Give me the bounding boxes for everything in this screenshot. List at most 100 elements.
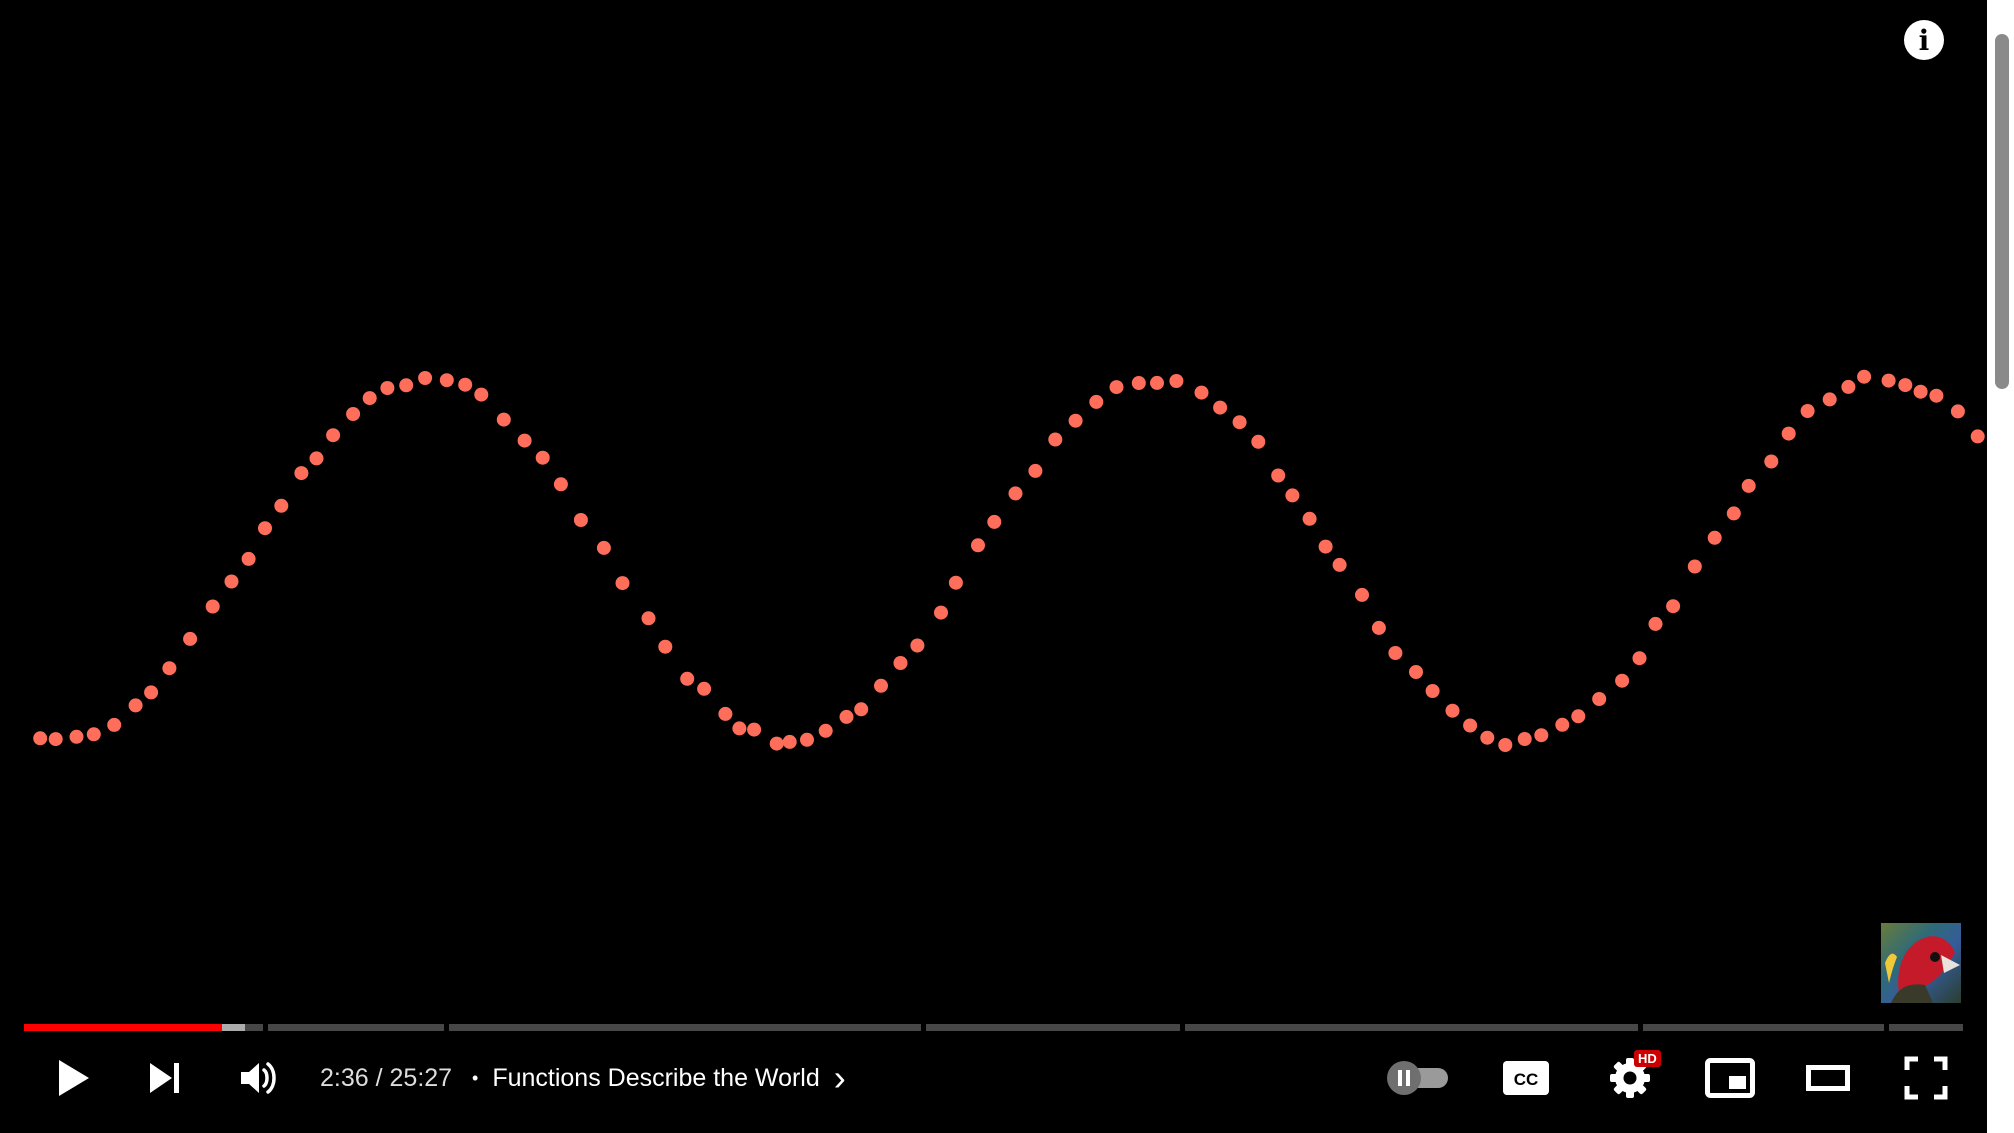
frame-dot xyxy=(718,706,733,721)
frame-dot xyxy=(399,378,414,393)
frame-dot xyxy=(258,521,272,536)
frame-dot xyxy=(1355,587,1369,602)
frame-dot xyxy=(224,574,239,589)
frame-dot xyxy=(596,540,611,555)
scrollbar-thumb[interactable] xyxy=(1995,34,2009,389)
frame-dot xyxy=(1089,394,1104,409)
frame-dot xyxy=(1666,599,1681,614)
chapter-segment xyxy=(1643,1024,1885,1031)
frame-dot xyxy=(326,428,341,443)
frame-dot xyxy=(747,722,762,737)
frame-dot xyxy=(553,477,568,492)
frame-dot xyxy=(1841,379,1856,394)
frame-dot xyxy=(107,717,122,732)
play-icon xyxy=(59,1060,89,1096)
frame-dot xyxy=(1302,511,1317,526)
page-scrollbar[interactable] xyxy=(1987,0,2014,1133)
frame-dot xyxy=(1534,728,1549,743)
frame-dot xyxy=(680,671,695,686)
frame-dot xyxy=(1271,468,1286,483)
frame-dot xyxy=(33,731,48,746)
frame-dot xyxy=(69,729,84,744)
frame-dot xyxy=(1571,709,1586,724)
progress-bar[interactable] xyxy=(24,1024,1963,1031)
miniplayer-button[interactable] xyxy=(1702,1053,1758,1103)
frame-dot xyxy=(818,723,833,738)
info-icon[interactable]: i xyxy=(1904,20,1944,60)
frame-dot xyxy=(274,498,289,513)
frame-dot xyxy=(1445,703,1460,718)
channel-watermark[interactable] xyxy=(1881,923,1961,1003)
frame-dot xyxy=(948,575,963,590)
fullscreen-icon xyxy=(1904,1056,1948,1100)
frame-dot xyxy=(800,732,814,747)
frame-dot xyxy=(573,513,588,527)
frame-dot xyxy=(839,709,854,724)
frame-dot xyxy=(1169,374,1184,388)
frame-dot xyxy=(86,727,101,742)
play-button[interactable] xyxy=(48,1053,98,1103)
autoplay-toggle[interactable] xyxy=(1384,1053,1452,1103)
chapter-title-button[interactable]: • Functions Describe the World › xyxy=(472,1058,846,1098)
cc-icon: CC xyxy=(1503,1061,1549,1095)
settings-button[interactable] xyxy=(1604,1053,1656,1103)
frame-dot xyxy=(346,407,361,421)
fullscreen-button[interactable] xyxy=(1898,1053,1954,1103)
frame-dot xyxy=(496,412,511,427)
frame-dot xyxy=(458,377,473,392)
frame-dot xyxy=(1371,620,1386,635)
frame-dot xyxy=(1150,375,1164,390)
frame-dot xyxy=(1008,486,1023,501)
frame-dot xyxy=(1913,384,1928,399)
frame-dot xyxy=(162,661,177,676)
frame-dot xyxy=(641,611,656,626)
frame-dot xyxy=(1898,378,1913,393)
frame-dot xyxy=(1632,651,1647,666)
frame-dot xyxy=(1764,454,1779,469)
frame-dot xyxy=(893,656,908,670)
frame-dot xyxy=(1131,376,1146,390)
chapter-segment xyxy=(1185,1024,1639,1031)
frame-dot xyxy=(1687,559,1702,574)
autoplay-toggle-icon xyxy=(1387,1061,1448,1095)
frame-dot xyxy=(1950,404,1965,419)
frame-dot xyxy=(48,732,63,747)
theater-mode-button[interactable] xyxy=(1800,1053,1856,1103)
time-display: 2:36 / 25:27 xyxy=(320,1058,452,1098)
frame-dot xyxy=(1881,373,1896,388)
duration: 25:27 xyxy=(389,1063,453,1092)
frame-dot xyxy=(128,698,143,713)
next-button[interactable] xyxy=(140,1053,190,1103)
frame-dot xyxy=(1741,478,1756,493)
frame-dot xyxy=(697,681,712,696)
chapter-segment xyxy=(448,1024,921,1031)
frame-dot xyxy=(854,702,869,717)
frame-dot xyxy=(241,551,256,566)
frame-dot xyxy=(1318,539,1333,554)
frame-dot xyxy=(658,639,673,654)
frame-dot xyxy=(183,631,198,646)
frame-dot xyxy=(1480,730,1495,745)
frame-dot xyxy=(418,371,433,385)
frame-dot xyxy=(380,381,395,395)
frame-dot xyxy=(1781,426,1796,441)
chevron-right-icon: › xyxy=(833,1057,846,1098)
frame-dot xyxy=(1028,463,1043,478)
current-time: 2:36 xyxy=(320,1063,369,1092)
captions-button[interactable]: CC xyxy=(1496,1053,1556,1103)
frame-dot xyxy=(1463,718,1478,733)
frame-dot xyxy=(1970,429,1985,444)
chapter-segment xyxy=(1889,1024,1963,1031)
frame-dot xyxy=(769,736,784,751)
frame-dot xyxy=(1194,385,1209,400)
frame-dot xyxy=(1857,369,1872,384)
frame-dot xyxy=(1285,488,1300,503)
frame-dot xyxy=(1332,557,1347,572)
next-icon xyxy=(150,1063,179,1093)
frame-dot xyxy=(732,721,747,736)
frame-dot xyxy=(294,466,309,481)
volume-button[interactable] xyxy=(234,1053,284,1103)
frame-dot xyxy=(1232,415,1247,430)
